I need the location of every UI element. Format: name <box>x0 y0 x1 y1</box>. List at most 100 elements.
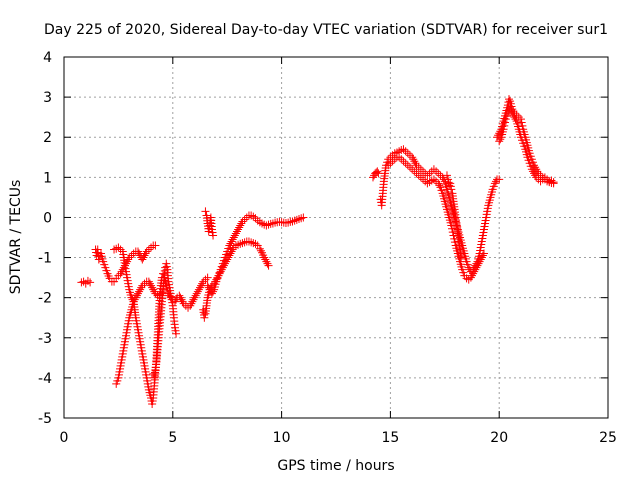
data-point <box>130 295 139 304</box>
data-point <box>471 265 480 274</box>
data-point <box>495 175 504 184</box>
y-tick-label: 0 <box>43 210 52 226</box>
data-point <box>175 291 184 300</box>
data-point <box>442 171 451 180</box>
y-tick-label: -5 <box>38 411 52 427</box>
data-point <box>450 238 459 247</box>
data-point <box>145 279 154 288</box>
data-point <box>207 289 216 298</box>
data-point <box>194 285 203 294</box>
data-point <box>530 161 539 170</box>
data-point <box>504 95 513 104</box>
data-point <box>119 263 128 272</box>
plot-frame <box>63 56 609 419</box>
data-point <box>479 249 488 258</box>
data-point <box>478 251 487 260</box>
data-point <box>189 295 198 304</box>
data-point <box>137 283 146 292</box>
y-tick-label: 2 <box>43 130 52 146</box>
data-point <box>368 173 377 182</box>
data-point <box>470 267 479 276</box>
data-point <box>466 273 475 282</box>
data-point <box>228 235 237 244</box>
data-point <box>116 269 125 278</box>
data-point <box>190 293 199 302</box>
data-point <box>408 153 417 162</box>
data-point <box>491 177 500 186</box>
data-point <box>527 165 536 174</box>
data-point <box>191 291 200 300</box>
data-point <box>473 261 482 270</box>
data-point <box>490 179 499 188</box>
data-point <box>476 255 485 264</box>
data-point <box>200 313 209 322</box>
x-tick-label: 25 <box>599 430 617 446</box>
data-point <box>495 137 504 146</box>
data-point <box>434 179 443 188</box>
data-point <box>410 157 419 166</box>
data-point <box>204 283 213 292</box>
y-tick-label: -1 <box>38 251 52 267</box>
data-series-segment <box>442 171 466 262</box>
data-point <box>172 329 181 338</box>
x-tick-label: 10 <box>273 430 291 446</box>
data-point <box>196 283 204 292</box>
data-series-segment <box>77 276 95 288</box>
data-point <box>511 115 520 124</box>
data-point <box>549 178 558 187</box>
data-point <box>86 278 95 287</box>
data-point <box>135 287 144 296</box>
data-point <box>187 299 196 308</box>
y-tick-label: 3 <box>43 90 52 106</box>
data-point <box>255 244 264 253</box>
data-point <box>226 249 235 258</box>
data-series-segment <box>149 259 181 382</box>
data-series-segment <box>368 167 383 182</box>
data-point <box>262 257 271 266</box>
data-point <box>133 247 142 256</box>
data-point <box>188 297 197 306</box>
data-point <box>256 246 265 255</box>
data-point <box>468 271 476 280</box>
data-point <box>509 111 518 120</box>
data-point <box>457 253 466 262</box>
data-point <box>507 107 516 116</box>
data-point <box>165 291 174 300</box>
data-point <box>122 259 131 268</box>
y-axis-label: SDTVAR / TECUs <box>8 180 24 295</box>
data-series-segment <box>201 207 218 240</box>
data-point <box>447 185 456 194</box>
data-point <box>193 287 202 296</box>
data-point <box>517 118 526 127</box>
data-point <box>151 241 160 250</box>
data-point <box>438 173 447 182</box>
data-point <box>176 293 185 302</box>
data-point <box>518 121 527 130</box>
y-tick-label: -2 <box>38 291 52 307</box>
data-point <box>261 255 270 264</box>
data-point <box>409 155 418 164</box>
data-point <box>263 259 272 268</box>
data-point <box>209 287 218 296</box>
data-point <box>139 253 148 262</box>
data-point <box>138 255 147 264</box>
data-point <box>149 285 158 294</box>
y-tick-label: -3 <box>38 331 52 347</box>
data-point <box>448 224 457 233</box>
data-point <box>178 297 187 306</box>
data-point <box>198 279 207 288</box>
data-point <box>506 105 515 114</box>
x-tick-label: 5 <box>168 430 177 446</box>
data-point <box>230 231 239 240</box>
data-point <box>225 251 234 260</box>
data-point <box>499 125 508 134</box>
data-point <box>236 221 245 230</box>
data-point <box>448 228 457 237</box>
data-point <box>435 181 444 190</box>
data-point <box>124 255 133 264</box>
data-point <box>231 229 240 238</box>
data-point <box>510 113 519 122</box>
tick-labels: 0 5 10 15 20 25 -5 -4 -3 -2 -1 0 1 2 3 4 <box>38 50 617 446</box>
